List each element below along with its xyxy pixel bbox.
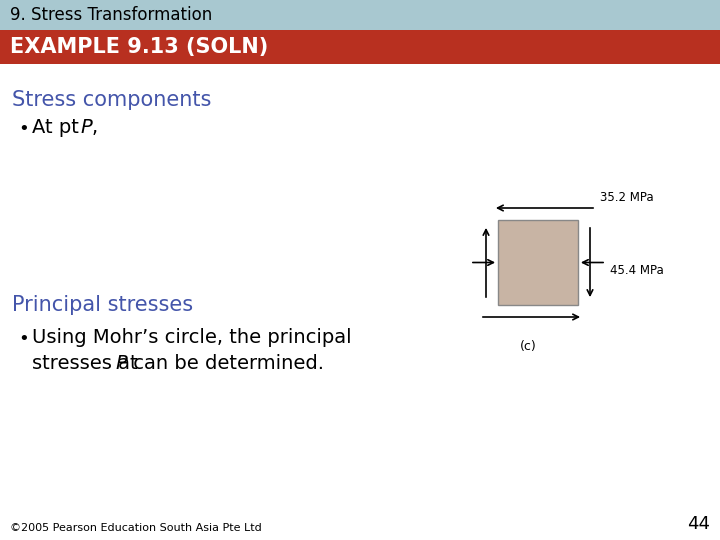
Text: Stress components: Stress components xyxy=(12,90,212,110)
Text: can be determined.: can be determined. xyxy=(127,354,324,373)
Text: EXAMPLE 9.13 (SOLN): EXAMPLE 9.13 (SOLN) xyxy=(10,37,269,57)
Text: $P$: $P$ xyxy=(115,354,129,373)
Bar xyxy=(0,30,720,64)
Text: Principal stresses: Principal stresses xyxy=(12,295,193,315)
Bar xyxy=(498,220,578,305)
Text: Using Mohr’s circle, the principal: Using Mohr’s circle, the principal xyxy=(32,328,351,347)
Text: 35.2 MPa: 35.2 MPa xyxy=(600,191,654,204)
Bar xyxy=(0,0,720,30)
Text: •: • xyxy=(18,120,29,138)
Text: 45.4 MPa: 45.4 MPa xyxy=(610,265,664,278)
Text: 44: 44 xyxy=(687,515,710,533)
Text: $P$: $P$ xyxy=(80,118,94,137)
Text: •: • xyxy=(18,330,29,348)
Text: ©2005 Pearson Education South Asia Pte Ltd: ©2005 Pearson Education South Asia Pte L… xyxy=(10,523,262,533)
Text: At pt: At pt xyxy=(32,118,85,137)
Text: ,: , xyxy=(92,118,98,137)
Text: 9. Stress Transformation: 9. Stress Transformation xyxy=(10,6,212,24)
Text: (c): (c) xyxy=(520,340,536,353)
Text: stresses at: stresses at xyxy=(32,354,144,373)
